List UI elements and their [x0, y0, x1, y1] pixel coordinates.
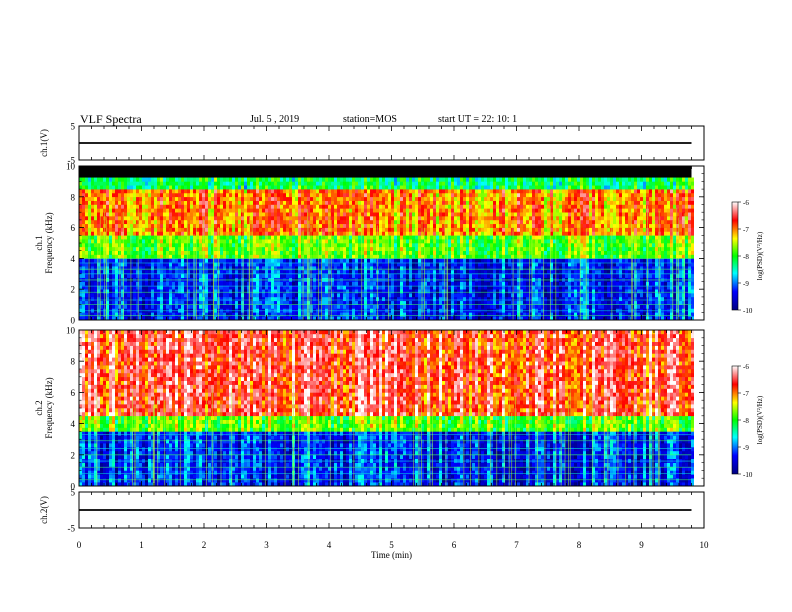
colorbar-2: [731, 365, 739, 475]
header-title: VLF Spectra: [80, 112, 142, 126]
ylabel-2: ch.2: [34, 400, 44, 415]
colorbar-tick-label: -9: [743, 444, 749, 452]
xtick-label: 4: [327, 540, 332, 550]
header-station: station=MOS: [343, 114, 397, 125]
header-date: Jul. 5 , 2019: [250, 114, 300, 125]
ytick-label: 8: [71, 192, 76, 202]
colorbar-1: [731, 201, 739, 311]
header-start-time: start UT = 22: 10: 1: [438, 114, 518, 125]
xtick-label: 2: [202, 540, 207, 550]
xtick-label: 0: [77, 540, 82, 550]
xtick-label: 7: [514, 540, 519, 550]
frames-layer: [78, 125, 741, 529]
ytick-label: 4: [71, 254, 76, 264]
spectrogram-layer: [79, 166, 694, 487]
ytick-label: 2: [71, 285, 76, 295]
colorbar-label: log(PSD)(V²/Hz): [756, 395, 764, 444]
xtick-label: 1: [139, 540, 144, 550]
ytick-label: 6: [71, 223, 76, 233]
colorbar-tick-label: -8: [743, 253, 749, 261]
ytick-label: 5: [71, 488, 76, 498]
ylabel-3: ch.2(V): [39, 496, 49, 524]
xtick-label: 8: [577, 540, 582, 550]
ytick-label: 5: [71, 122, 76, 132]
ytick-label: 0: [71, 316, 76, 326]
ylabel-1: ch.1: [34, 235, 44, 250]
colorbar-tick-label: -7: [743, 226, 749, 234]
colorbar-tick-label: -10: [743, 471, 753, 479]
xtick-label: 6: [452, 540, 457, 550]
ytick-label: 6: [71, 388, 76, 398]
xtick-label: 9: [639, 540, 644, 550]
colorbar-label: log(PSD)(V²/Hz): [756, 231, 764, 280]
xtick-label: 10: [700, 540, 710, 550]
colorbar-tick-label: -6: [743, 363, 749, 371]
colorbar-tick-label: -8: [743, 417, 749, 425]
xtick-label: 3: [264, 540, 269, 550]
colorbar-tick-label: -9: [743, 280, 749, 288]
ytick-label: 2: [71, 450, 76, 460]
ylabel-1: Frequency (kHz): [44, 212, 54, 273]
ytick-label: 0: [71, 482, 76, 492]
xtick-label: 5: [389, 540, 394, 550]
ytick-label: 8: [71, 357, 76, 367]
ytick-label: -5: [68, 156, 76, 166]
ytick-label: 10: [66, 326, 76, 336]
colorbar-tick-label: -6: [743, 199, 749, 207]
ylabel-2: Frequency (kHz): [44, 377, 54, 438]
ytick-label: -5: [68, 524, 76, 534]
colorbar-tick-label: -10: [743, 307, 753, 315]
xaxis-label: Time (min): [371, 550, 412, 560]
ylabel-0: ch.1(V): [39, 129, 49, 157]
colorbar-tick-label: -7: [743, 390, 749, 398]
ytick-label: 4: [71, 419, 76, 429]
ytick-label: 10: [66, 162, 76, 172]
